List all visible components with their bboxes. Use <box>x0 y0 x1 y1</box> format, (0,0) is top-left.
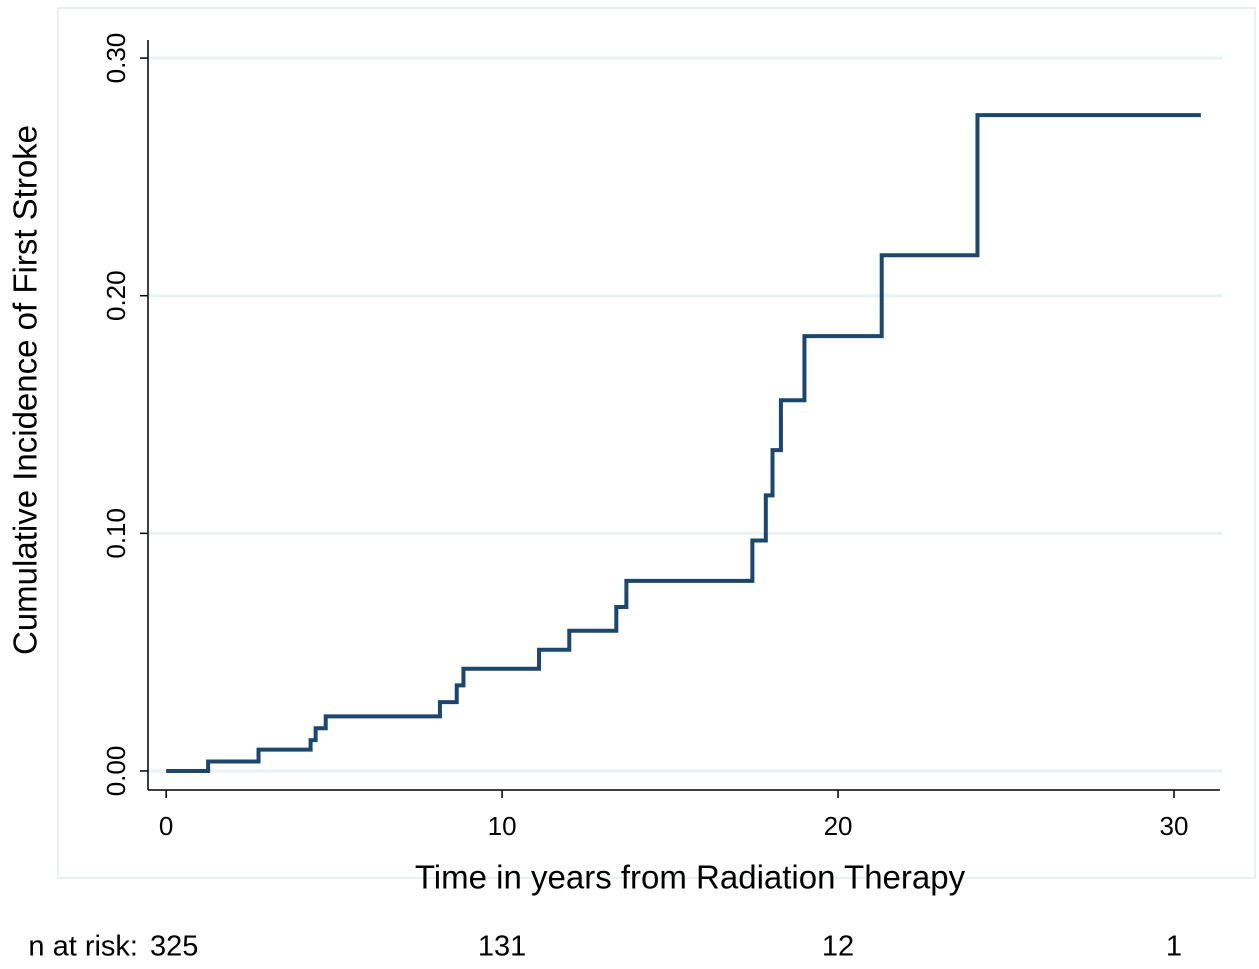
x-tick-label: 30 <box>1160 811 1189 841</box>
x-tick-label: 10 <box>488 811 517 841</box>
y-axis-title: Cumulative Incidence of First Stroke <box>7 125 44 655</box>
x-tick-label: 20 <box>824 811 853 841</box>
y-tick-label: 0.20 <box>101 270 131 321</box>
y-tick-label: 0.10 <box>101 508 131 559</box>
y-tick-label: 0.30 <box>101 33 131 84</box>
risk-count: 325 <box>150 931 198 963</box>
plot-region-border <box>57 7 1256 879</box>
x-axis-title: Time in years from Radiation Therapy <box>415 859 966 896</box>
x-tick-label: 0 <box>159 811 173 841</box>
risk-table-label: n at risk: <box>28 931 138 963</box>
y-tick-label: 0.00 <box>101 746 131 797</box>
risk-count: 12 <box>822 931 854 963</box>
risk-count: 1 <box>1166 931 1182 963</box>
risk-count: 131 <box>478 931 526 963</box>
incidence-line <box>166 113 1201 773</box>
